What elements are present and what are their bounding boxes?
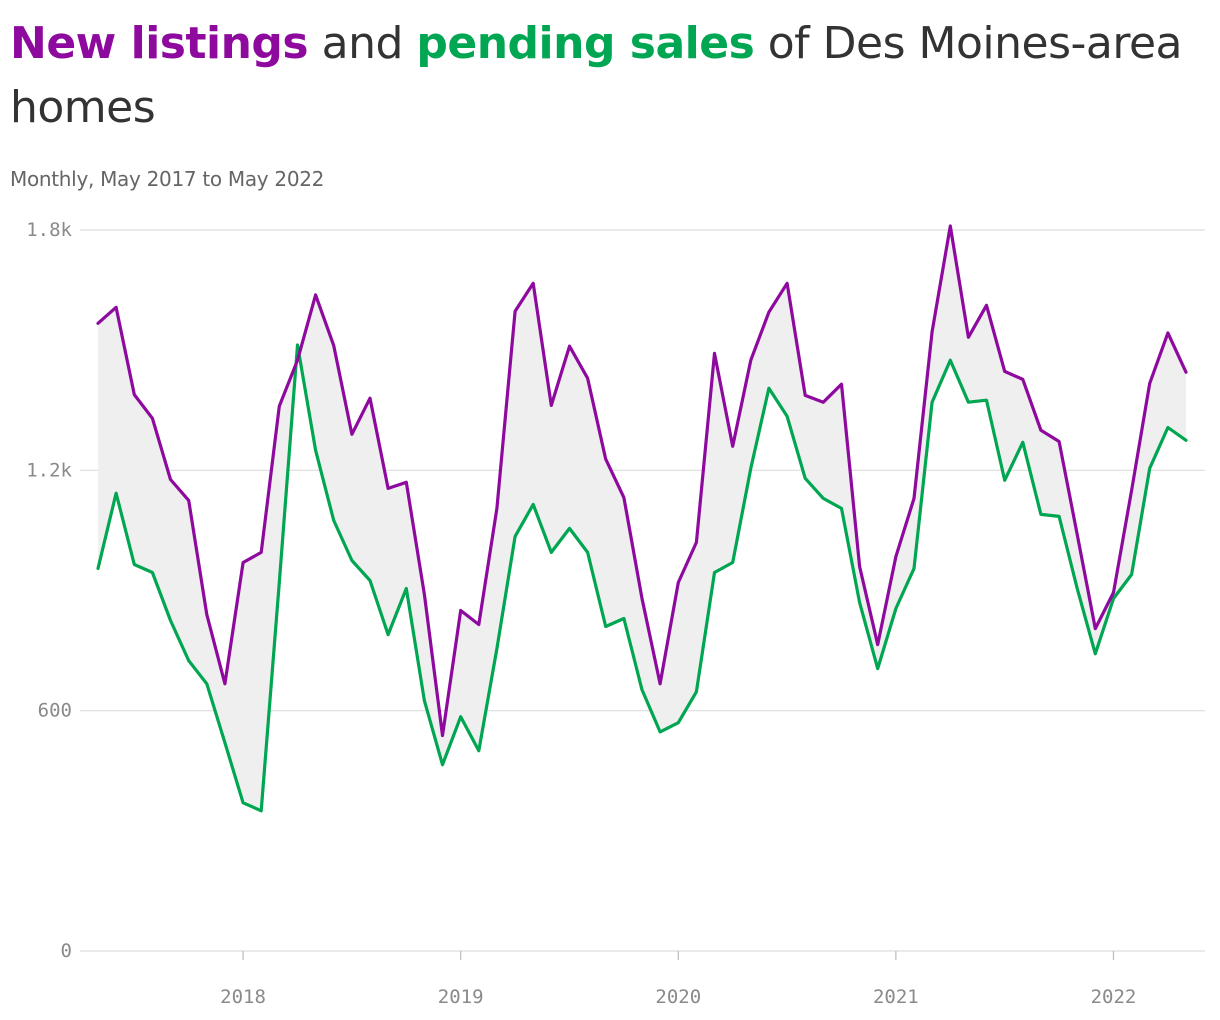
title-pending-sales: pending sales: [416, 18, 755, 69]
y-tick-label: 1.8k: [26, 219, 72, 241]
pending-sales-line: [96, 343, 1188, 813]
x-tick-label: 2019: [438, 986, 484, 1008]
y-axis: 0 600 1.2k 1.8k: [26, 219, 72, 962]
area-between-series: [98, 226, 1186, 811]
y-tick-label: 600: [38, 700, 72, 722]
gridlines: [80, 229, 1205, 952]
series-lines: [96, 224, 1188, 813]
chart-title: New listings and pending sales of Des Mo…: [10, 12, 1200, 140]
fill-between-area: [98, 226, 1186, 811]
x-tick-label: 2022: [1091, 986, 1137, 1008]
chart-subtitle: Monthly, May 2017 to May 2022: [10, 167, 325, 191]
title-rest: of Des Moines-area homes: [10, 18, 1183, 133]
y-tick-label: 1.2k: [26, 459, 72, 481]
new-listings-line: [96, 224, 1188, 738]
x-tick-label: 2018: [220, 986, 266, 1008]
title-new-listings: New listings: [10, 18, 309, 69]
x-tick-label: 2021: [873, 986, 919, 1008]
x-tick-label: 2020: [655, 986, 701, 1008]
y-tick-label: 0: [61, 940, 72, 962]
x-axis: 2018 2019 2020 2021 2022: [220, 951, 1136, 1008]
title-connector: and: [308, 18, 417, 69]
